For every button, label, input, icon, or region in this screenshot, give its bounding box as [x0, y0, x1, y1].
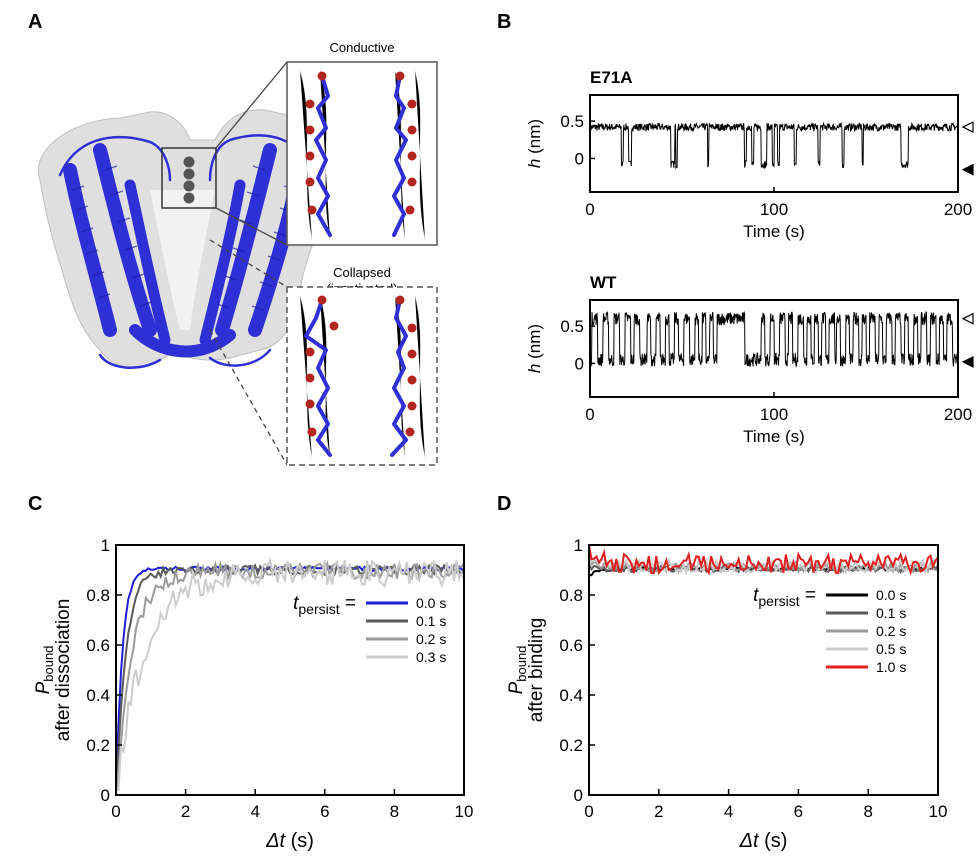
y-tick-label: 1: [574, 536, 583, 555]
chart-c-xlabel: Δt (s): [265, 830, 314, 852]
x-tick-label: 8: [390, 802, 399, 821]
trace-wt-line: [589, 310, 959, 368]
trace-e71a-ylabel: h (nm): [525, 119, 544, 168]
chart-d-xlabel: Δt (s): [739, 830, 788, 852]
x-tick-label: 6: [320, 802, 329, 821]
y-tick-label: 0.2: [86, 736, 110, 755]
panel-letter-c: C: [28, 493, 42, 515]
connector-solid-bottom: [215, 207, 288, 246]
y-tick-label: 0.5: [560, 317, 584, 336]
legend-label: 0.2 s: [416, 631, 446, 647]
x-tick-label: 0: [585, 200, 594, 219]
trace-e71a-title: E71A: [590, 68, 633, 87]
chart-d-ylabel: Pbound: [506, 646, 529, 695]
y-tick-label: 1: [101, 536, 110, 555]
chart-c: Pbound after dissociation Δt (s) tpersis…: [33, 536, 473, 852]
chart-frame: [588, 544, 939, 796]
open-state-marker-icon: [961, 121, 974, 134]
y-tick-label: 0.6: [559, 636, 583, 655]
chart-d-legend-prefix: tpersist =: [753, 585, 816, 609]
x-tick-label: 4: [724, 802, 733, 821]
series-line-03s: [115, 557, 465, 791]
panel-letter-a: A: [28, 11, 42, 33]
x-tick-label: 0: [584, 802, 593, 821]
x-tick-label: 8: [863, 802, 872, 821]
conductive-label: Conductive: [329, 40, 394, 55]
y-tick-label: 0: [101, 786, 110, 805]
y-tick-label: 0: [575, 149, 584, 168]
connector-dashed-top: [209, 239, 288, 288]
trace-e71a-xlabel: Time (s): [743, 222, 805, 241]
chart-c-legend-prefix: tpersist =: [293, 593, 356, 617]
y-tick-label: 0.8: [559, 586, 583, 605]
legend-label: 0.2 s: [876, 623, 906, 639]
chart-frame: [115, 544, 465, 796]
x-tick-label: 200: [944, 405, 972, 424]
y-tick-label: 0: [574, 786, 583, 805]
legend-label: 1.0 s: [876, 659, 906, 675]
selectivity-filter-box: [161, 147, 217, 209]
panel-letter-b: B: [497, 11, 511, 33]
series-line-10s: [588, 544, 939, 576]
trace-e71a-line: [589, 121, 959, 170]
legend-label: 0.1 s: [876, 605, 906, 621]
x-tick-label: 100: [760, 200, 788, 219]
legend-label: 0.0 s: [876, 587, 906, 603]
chart-d-ylabel-line2: after binding: [526, 618, 547, 723]
open-state-marker-icon: [961, 312, 974, 325]
y-tick-label: 0.6: [86, 636, 110, 655]
series-line-01s: [115, 563, 465, 791]
x-tick-label: 100: [760, 405, 788, 424]
legend-label: 0.3 s: [416, 649, 446, 665]
closed-state-marker-icon: [961, 163, 974, 176]
y-tick-label: 0.4: [86, 686, 110, 705]
y-tick-label: 0.5: [560, 112, 584, 131]
trace-e71a: E71A h (nm) Time (s) 0 100 200 0 0.5: [525, 68, 974, 241]
potassium-ions-icon: [183, 156, 195, 204]
connector-dashed-bottom: [209, 329, 288, 466]
x-tick-label: 0: [585, 405, 594, 424]
x-tick-label: 4: [250, 802, 259, 821]
chart-c-ylabel: Pbound: [33, 646, 56, 695]
x-tick-label: 10: [455, 802, 474, 821]
kcsa-structure-icon: [38, 109, 340, 370]
x-tick-label: 2: [181, 802, 190, 821]
chart-d: Pbound after binding Δt (s) tpersist = 0…: [506, 536, 947, 852]
selectivity-filter-conductive-icon: [286, 61, 438, 246]
trace-wt-xlabel: Time (s): [743, 427, 805, 446]
y-tick-label: 0: [575, 354, 584, 373]
x-tick-label: 0: [111, 802, 120, 821]
trace-wt-ylabel: h (nm): [525, 324, 544, 373]
x-tick-label: 2: [654, 802, 663, 821]
x-tick-label: 200: [944, 200, 972, 219]
panel-letter-d: D: [497, 493, 511, 515]
selectivity-filter-collapsed-icon: [286, 286, 438, 466]
y-tick-label: 0.4: [559, 686, 583, 705]
legend-label: 0.1 s: [416, 613, 446, 629]
y-tick-label: 0.2: [559, 736, 583, 755]
x-tick-label: 6: [794, 802, 803, 821]
trace-wt: WT h (nm) Time (s) 0 100 200 0 0.5: [525, 273, 974, 446]
chart-c-ylabel-line2: after dissociation: [53, 599, 74, 742]
connector-solid-top: [215, 61, 288, 149]
y-tick-label: 0.8: [86, 586, 110, 605]
legend-label: 0.0 s: [416, 595, 446, 611]
collapsed-label: Collapsed: [333, 265, 391, 280]
legend-label: 0.5 s: [876, 641, 906, 657]
series-line-02s: [115, 559, 465, 791]
trace-wt-title: WT: [590, 273, 617, 292]
series-line-00s: [115, 565, 465, 791]
closed-state-marker-icon: [961, 355, 974, 368]
x-tick-label: 10: [929, 802, 948, 821]
